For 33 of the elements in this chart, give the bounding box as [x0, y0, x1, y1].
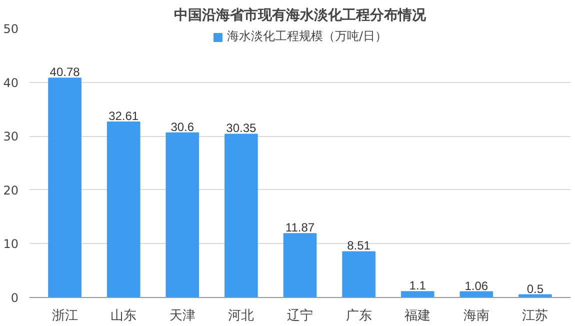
x-tick-label: 辽宁 [287, 308, 313, 324]
x-tick-label: 浙江 [52, 308, 78, 324]
x-tick-label: 天津 [169, 308, 196, 324]
x-tick-label: 广东 [346, 308, 372, 324]
bar [106, 122, 140, 298]
x-tick-label: 海南 [463, 308, 490, 324]
legend-label: 海水淡化工程规模（万吨/日） [226, 28, 388, 45]
bar [166, 132, 200, 298]
chart-title: 中国沿海省市现有海水淡化工程分布情况 [174, 6, 427, 24]
data-label: 32.61 [108, 109, 139, 124]
y-tick-label: 10 [3, 237, 19, 252]
x-tick-label: 河北 [228, 308, 254, 324]
y-tick-label: 50 [3, 22, 19, 36]
data-label: 40.78 [50, 65, 80, 80]
bar [400, 291, 434, 298]
y-tick-label: 0 [10, 291, 19, 305]
data-label: 30.35 [226, 121, 257, 136]
data-label: 30.6 [170, 120, 194, 134]
data-label: 1.06 [464, 278, 488, 293]
x-tick-label: 山东 [110, 308, 137, 324]
y-tick-label: 30 [3, 130, 19, 144]
data-label: 8.51 [347, 238, 371, 253]
bar [224, 134, 258, 298]
data-label: 1.1 [409, 278, 426, 293]
bar [342, 251, 376, 298]
x-tick-label: 福建 [404, 308, 431, 324]
bar [283, 233, 317, 298]
y-tick-label: 20 [3, 183, 19, 198]
data-label: 0.5 [526, 282, 544, 296]
data-label: 11.87 [285, 220, 315, 235]
x-tick-label: 江苏 [522, 308, 548, 324]
bar [48, 78, 82, 298]
y-tick-label: 40 [3, 76, 19, 90]
